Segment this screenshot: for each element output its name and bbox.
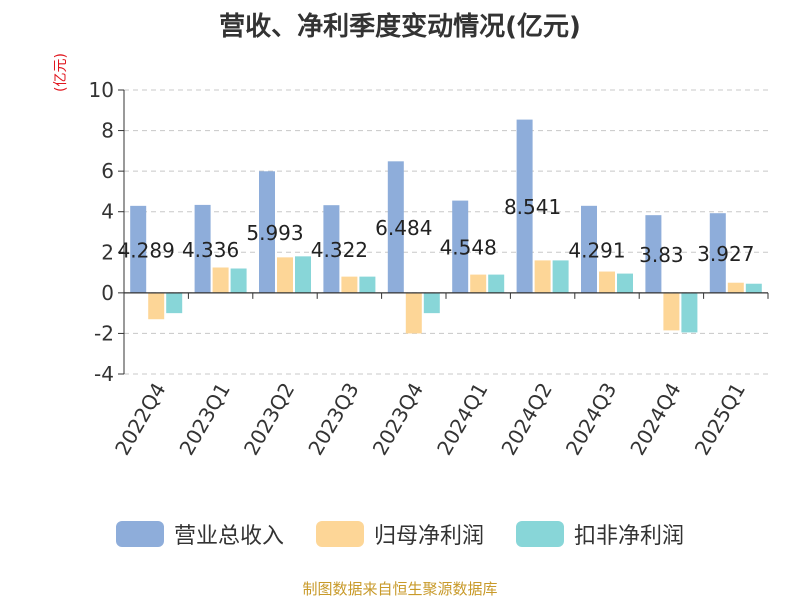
x-tick-label: 2023Q3 xyxy=(303,379,363,460)
legend-swatch-net-profit xyxy=(315,521,364,547)
bar-revenue xyxy=(387,161,404,293)
bar-revenue xyxy=(581,205,597,293)
y-tick-label: 2 xyxy=(101,240,114,264)
x-tick-label: 2023Q2 xyxy=(239,379,299,460)
y-tick-label: 0 xyxy=(101,281,114,305)
legend: 营业总收入 归母净利润 扣非净利润 xyxy=(0,518,800,550)
bar-net-profit xyxy=(341,276,358,293)
legend-swatch-deducted-net-profit xyxy=(516,521,564,547)
bar-deducted-net-profit xyxy=(681,292,698,333)
bar-revenue xyxy=(516,119,533,293)
bar-revenue xyxy=(130,205,147,293)
bar-net-profit xyxy=(470,274,487,293)
data-label: 3.927 xyxy=(697,242,754,266)
data-label: 4.322 xyxy=(311,238,368,262)
y-tick-label: -4 xyxy=(94,362,114,386)
legend-label-net-profit: 归母净利润 xyxy=(373,524,484,549)
bar-deducted-net-profit xyxy=(166,292,183,314)
bar-revenue xyxy=(323,205,340,293)
data-label: 8.541 xyxy=(504,195,561,219)
y-tick-label: -2 xyxy=(94,321,114,345)
x-tick-label: 2022Q4 xyxy=(110,379,170,460)
bar-revenue xyxy=(709,213,726,293)
data-label: 4.289 xyxy=(118,238,175,262)
legend-swatch-revenue xyxy=(115,521,164,547)
bar-net-profit xyxy=(534,260,551,293)
legend-item-net-profit[interactable]: 归母净利润 xyxy=(315,518,484,550)
data-label: 4.336 xyxy=(182,238,239,262)
y-tick-label: 10 xyxy=(89,78,114,102)
data-label: 3.83 xyxy=(639,243,684,267)
x-tick-label: 2024Q3 xyxy=(561,379,621,460)
bar-net-profit xyxy=(599,271,615,293)
data-label: 6.484 xyxy=(375,216,432,240)
x-tick-label: 2024Q2 xyxy=(496,379,556,460)
y-tick-label: 4 xyxy=(101,200,114,224)
bar-net-profit xyxy=(405,292,422,334)
bar-revenue xyxy=(452,200,469,293)
bar-net-profit xyxy=(277,257,293,293)
bar-deducted-net-profit xyxy=(745,283,762,293)
bar-deducted-net-profit xyxy=(552,260,569,293)
bar-deducted-net-profit xyxy=(488,274,505,293)
bar-net-profit xyxy=(663,292,680,331)
x-tick-label: 2024Q1 xyxy=(432,379,492,460)
x-tick-label: 2025Q1 xyxy=(690,379,750,460)
bar-deducted-net-profit xyxy=(617,273,633,293)
y-tick-label: 6 xyxy=(101,159,114,183)
chart-title: 营收、净利季度变动情况(亿元) xyxy=(219,12,581,42)
legend-item-revenue[interactable]: 营业总收入 xyxy=(115,518,284,550)
data-label: 4.291 xyxy=(568,238,625,262)
bar-revenue xyxy=(194,204,211,293)
bar-net-profit xyxy=(148,292,165,320)
legend-label-deducted-net-profit: 扣非净利润 xyxy=(574,524,685,549)
bar-revenue xyxy=(259,171,275,293)
bar-revenue xyxy=(645,215,662,293)
y-tick-label: 8 xyxy=(101,119,114,143)
data-label: 5.993 xyxy=(246,221,303,245)
bar-net-profit xyxy=(212,267,229,293)
x-tick-label: 2023Q4 xyxy=(368,379,428,460)
x-tick-label: 2024Q4 xyxy=(625,379,685,460)
legend-item-deducted-net-profit[interactable]: 扣非净利润 xyxy=(516,518,684,550)
bar-deducted-net-profit xyxy=(295,256,311,293)
bar-deducted-net-profit xyxy=(423,292,440,314)
data-source-note: 制图数据来自恒生聚源数据库 xyxy=(302,580,498,598)
bar-deducted-net-profit xyxy=(359,276,376,293)
bar-deducted-net-profit xyxy=(230,268,247,293)
data-label: 4.548 xyxy=(440,236,497,260)
x-tick-label: 2023Q1 xyxy=(174,379,234,460)
legend-label-revenue: 营业总收入 xyxy=(173,524,284,549)
bar-net-profit xyxy=(727,282,744,293)
